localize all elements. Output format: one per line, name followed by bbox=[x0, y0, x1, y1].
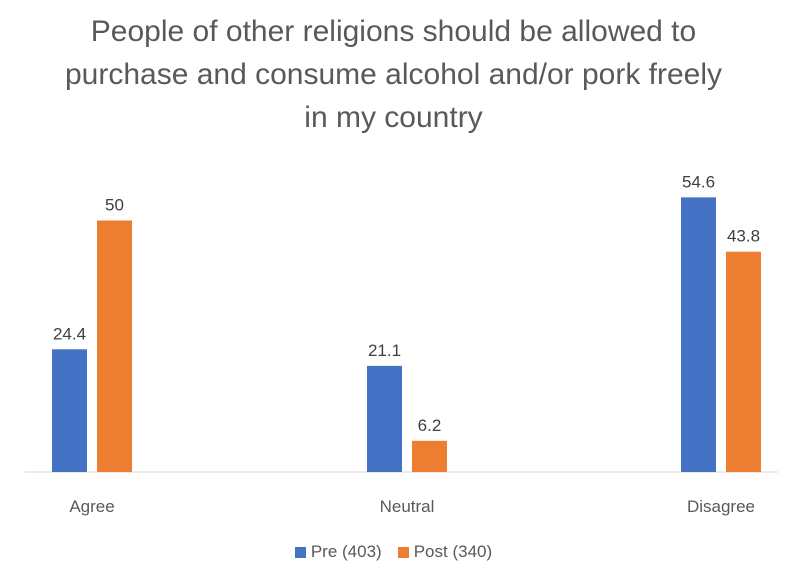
chart-title: People of other religions should be allo… bbox=[64, 15, 723, 134]
bar-disagree-pre bbox=[681, 197, 716, 472]
data-label-agree-pre: 24.4 bbox=[53, 324, 86, 343]
bar-neutral-pre bbox=[367, 365, 402, 472]
bar-neutral-post bbox=[412, 440, 447, 472]
x-tick-label-agree: Agree bbox=[69, 497, 114, 516]
bar-agree-pre bbox=[52, 349, 87, 472]
bar-agree-post bbox=[97, 220, 132, 472]
legend-label-pre: Pre (403) bbox=[310, 542, 382, 561]
data-label-neutral-post: 6.2 bbox=[418, 416, 442, 435]
legend-label-post: Post (340) bbox=[413, 542, 493, 561]
legend-swatch-post bbox=[397, 546, 409, 558]
data-label-disagree-pre: 54.6 bbox=[682, 172, 715, 191]
legend-item-pre: Pre (403) bbox=[294, 542, 382, 562]
data-label-neutral-pre: 21.1 bbox=[368, 341, 401, 360]
chart-legend: Pre (403) Post (340) bbox=[0, 542, 787, 562]
data-label-disagree-post: 43.8 bbox=[727, 227, 760, 246]
legend-item-post: Post (340) bbox=[397, 542, 493, 562]
bar-disagree-post bbox=[726, 251, 761, 472]
legend-swatch-pre bbox=[294, 546, 306, 558]
x-tick-label-neutral: Neutral bbox=[380, 497, 435, 516]
data-label-agree-post: 50 bbox=[105, 196, 124, 215]
x-tick-label-disagree: Disagree bbox=[687, 497, 755, 516]
